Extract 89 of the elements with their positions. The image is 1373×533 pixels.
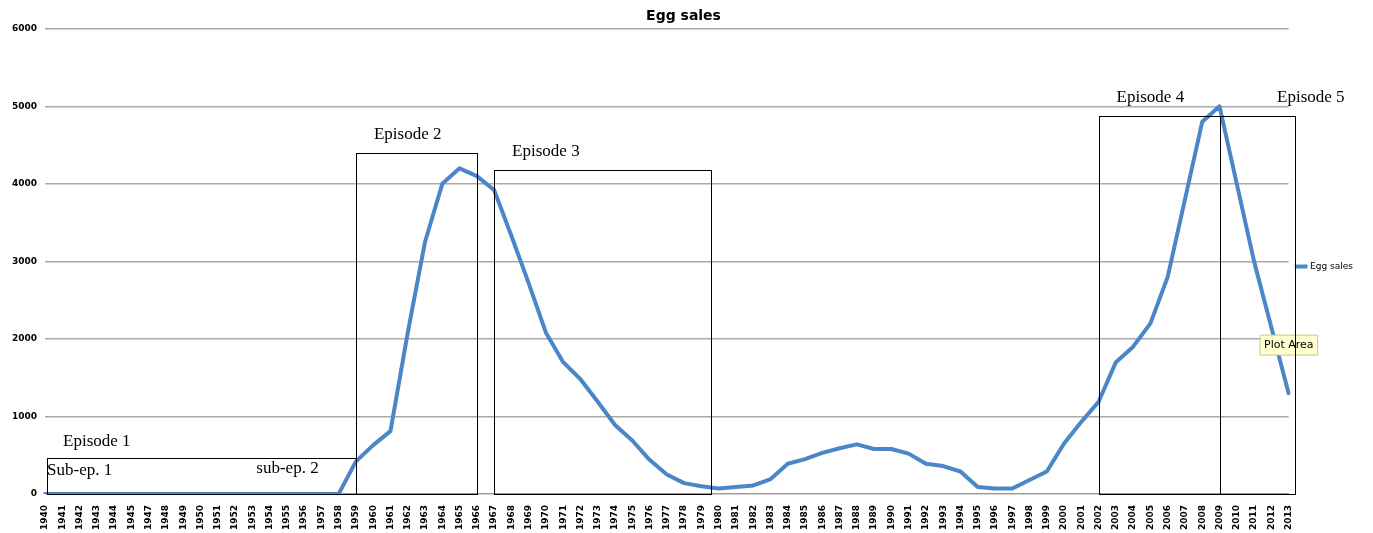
x-tick-label: 1942 — [73, 504, 84, 531]
x-tick-label: 1948 — [160, 504, 171, 531]
x-tick-label: 1977 — [661, 504, 672, 531]
x-tick-label: 1960 — [367, 504, 378, 531]
y-tick-label: 4000 — [11, 178, 38, 189]
x-tick-label: 1953 — [246, 504, 257, 531]
x-tick-label: 1984 — [782, 504, 793, 531]
x-tick-label: 2002 — [1092, 504, 1103, 531]
x-tick-label: 1950 — [194, 504, 205, 531]
x-tick-label: 1944 — [108, 504, 119, 531]
x-tick-label: 2009 — [1213, 504, 1224, 531]
x-tick-label: 1973 — [592, 504, 603, 531]
x-tick-label: 2007 — [1179, 504, 1190, 531]
x-tick-label: 1955 — [281, 504, 292, 531]
x-tick-label: 2004 — [1127, 504, 1138, 531]
x-tick-label: 1943 — [91, 504, 102, 531]
x-tick-label: 2000 — [1058, 504, 1069, 531]
x-tick-label: 2008 — [1196, 504, 1207, 531]
x-tick-label: 1981 — [730, 504, 741, 531]
x-tick-label: 2010 — [1231, 504, 1242, 531]
x-tick-label: 1982 — [747, 504, 758, 531]
x-tick-label: 1976 — [643, 504, 654, 531]
x-tick-label: 2003 — [1110, 504, 1121, 531]
x-tick-label: 1979 — [695, 504, 706, 531]
annotation: Sub-ep. 1 — [47, 460, 113, 480]
annotation: Episode 4 — [1116, 87, 1185, 107]
x-tick-label: 1991 — [902, 504, 913, 531]
x-tick-label: 1947 — [143, 504, 154, 531]
x-tick-label: 1987 — [833, 504, 844, 531]
x-tick-label: 1996 — [989, 504, 1000, 531]
y-tick-label: 1000 — [11, 410, 38, 421]
x-tick-label: 1970 — [540, 504, 551, 531]
x-tick-label: 2012 — [1265, 504, 1276, 531]
x-tick-label: 2005 — [1144, 504, 1155, 531]
x-tick-label: 1964 — [436, 504, 447, 531]
x-tick-label: 1966 — [471, 504, 482, 531]
x-tick-label: 1978 — [678, 504, 689, 531]
x-tick-label: 1969 — [522, 504, 533, 531]
x-tick-label: 1994 — [954, 504, 965, 531]
x-tick-label: 1968 — [505, 504, 516, 531]
x-tick-label: 1990 — [885, 504, 896, 531]
annotation: Episode 5 — [1277, 87, 1345, 107]
x-tick-label: 1952 — [229, 504, 240, 531]
x-tick-label: 1945 — [125, 504, 136, 531]
x-tick-label: 1999 — [1041, 504, 1052, 531]
x-tick-label: 1997 — [1006, 504, 1017, 531]
x-tick-label: 1940 — [39, 504, 50, 531]
x-tick-label: 1957 — [315, 504, 326, 531]
x-tick-label: 1974 — [609, 504, 620, 531]
annotation: sub-ep. 2 — [256, 457, 319, 477]
x-tick-label: 1959 — [350, 504, 361, 531]
x-tick-label: 1956 — [298, 504, 309, 531]
annotation: Episode 1 — [63, 430, 131, 450]
x-tick-label: 1967 — [488, 504, 499, 531]
x-tick-label: 1962 — [402, 504, 413, 531]
legend-label: Egg sales — [1310, 260, 1354, 271]
x-tick-label: 2011 — [1248, 504, 1259, 531]
x-tick-label: 1989 — [868, 504, 879, 531]
x-tick-label: 1954 — [263, 504, 274, 531]
x-tick-label: 1995 — [972, 504, 983, 531]
x-tick-label: 1986 — [816, 504, 827, 531]
x-tick-label: 2006 — [1162, 504, 1173, 531]
x-tick-label: 1975 — [626, 504, 637, 531]
y-tick-label: 3000 — [11, 255, 38, 266]
y-tick-label: 0 — [30, 488, 38, 499]
x-tick-label: 1965 — [453, 504, 464, 531]
x-tick-label: 1958 — [333, 504, 344, 531]
x-tick-label: 1961 — [384, 504, 395, 531]
y-tick-label: 6000 — [11, 23, 38, 34]
x-tick-label: 1988 — [851, 504, 862, 531]
x-tick-label: 1951 — [212, 504, 223, 531]
x-tick-label: 2001 — [1075, 504, 1086, 531]
x-tick-label: 1993 — [937, 504, 948, 531]
x-tick-label: 1985 — [799, 504, 810, 531]
x-tick-label: 1949 — [177, 504, 188, 531]
annotation: Episode 2 — [373, 123, 442, 143]
x-tick-label: 2013 — [1282, 504, 1293, 531]
x-tick-label: 1992 — [920, 504, 931, 531]
x-tick-label: 1971 — [557, 504, 568, 531]
x-tick-label: 1998 — [1023, 504, 1034, 531]
chart-title: Egg sales — [646, 7, 721, 24]
annotation: Episode 3 — [512, 140, 580, 160]
x-tick-label: 1963 — [419, 504, 430, 531]
y-tick-label: 2000 — [11, 333, 38, 344]
x-tick-label: 1941 — [56, 504, 67, 531]
x-tick-label: 1972 — [574, 504, 585, 531]
x-tick-label: 1983 — [764, 504, 775, 531]
y-tick-label: 5000 — [11, 100, 38, 111]
x-tick-label: 1980 — [712, 504, 723, 531]
